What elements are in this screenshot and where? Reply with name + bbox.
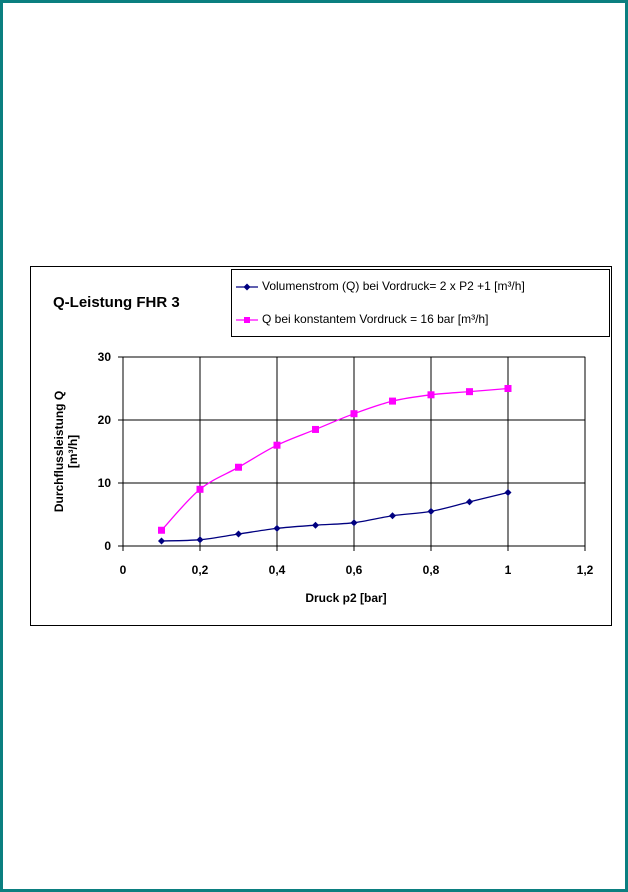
- x-tick-label: 1,2: [577, 563, 594, 577]
- legend-entry-series-2: Q bei konstantem Vordruck = 16 bar [m³/h…: [232, 310, 607, 328]
- y-axis-title-line: Durchflussleistung Q: [52, 391, 66, 512]
- series-line-2: [161, 387, 509, 531]
- data-point-series-1: [273, 524, 281, 532]
- data-point-series-2: [350, 410, 358, 418]
- x-axis-title: Druck p2 [bar]: [305, 591, 386, 605]
- data-point-series-1: [235, 530, 242, 538]
- data-point-series-2: [312, 425, 319, 433]
- plot-svg: 0 0,2 0,4 0,6 0,8 1 1,2 0 10 20 30 Druck p2 [bar] Du…: [52, 350, 594, 605]
- data-point-series-1: [196, 536, 204, 544]
- data-point-series-1: [427, 507, 435, 515]
- data-point-series-1: [312, 521, 319, 529]
- data-point-series-1: [350, 519, 358, 527]
- series-line-1: [161, 491, 509, 542]
- data-point-series-2: [158, 526, 165, 534]
- data-point-series-2: [427, 391, 435, 399]
- x-tick-label: 1: [505, 563, 512, 577]
- legend-label-series-2: Q bei konstantem Vordruck = 16 bar [m³/h…: [262, 312, 489, 326]
- data-point-series-2: [504, 385, 512, 392]
- y-tick-label: 20: [98, 413, 112, 427]
- data-point-series-2: [235, 463, 242, 471]
- x-tick-label: 0,8: [423, 563, 440, 577]
- chart-title: Q-Leistung FHR 3: [53, 294, 180, 311]
- y-axis-title-line: [m³/h]: [66, 435, 80, 468]
- legend-marker-series-1: [236, 283, 258, 291]
- x-tick-label: 0,6: [346, 563, 363, 577]
- y-tick-label: 30: [98, 350, 112, 364]
- x-tick-label: 0: [120, 563, 127, 577]
- legend-label-series-1: Volumenstrom (Q) bei Vordruck= 2 x P2 +1…: [262, 279, 525, 293]
- data-point-series-1: [389, 512, 396, 520]
- data-point-series-1: [158, 537, 165, 545]
- x-tick-label: 0,4: [269, 563, 286, 577]
- y-tick-label: 10: [98, 476, 112, 490]
- data-point-series-2: [273, 441, 281, 449]
- legend-marker-series-2: [236, 317, 258, 323]
- x-tick-label: 0,2: [192, 563, 209, 577]
- data-point-series-2: [466, 388, 473, 396]
- data-point-series-1: [466, 498, 473, 506]
- y-tick-label: 0: [104, 539, 111, 553]
- legend-entry-series-1: Volumenstrom (Q) bei Vordruck= 2 x P2 +1…: [232, 277, 607, 295]
- data-point-series-2: [196, 485, 204, 493]
- legend: Volumenstrom (Q) bei Vordruck= 2 x P2 +1…: [231, 269, 610, 337]
- data-point-series-2: [389, 397, 396, 405]
- chart-area: Q-Leistung FHR 3 Volumenstrom (Q) bei Vo…: [30, 266, 612, 626]
- data-point-series-1: [504, 488, 512, 496]
